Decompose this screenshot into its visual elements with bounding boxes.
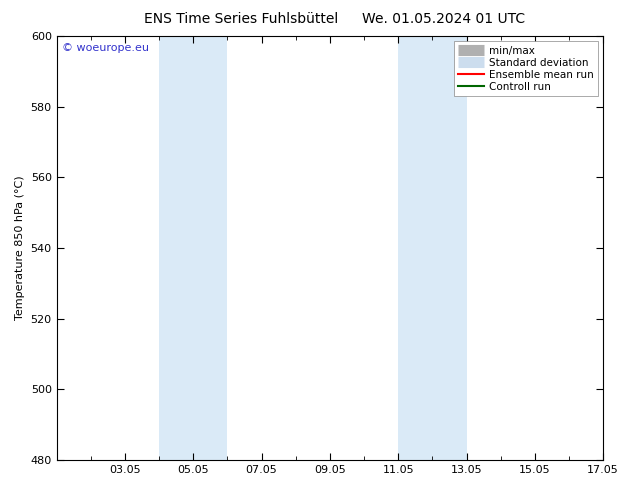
Y-axis label: Temperature 850 hPa (°C): Temperature 850 hPa (°C) bbox=[15, 176, 25, 320]
Bar bbox=[159, 36, 228, 460]
Text: We. 01.05.2024 01 UTC: We. 01.05.2024 01 UTC bbox=[362, 12, 526, 26]
Bar bbox=[398, 36, 467, 460]
Text: © woeurope.eu: © woeurope.eu bbox=[62, 43, 149, 52]
Text: ENS Time Series Fuhlsbüttel: ENS Time Series Fuhlsbüttel bbox=[144, 12, 338, 26]
Legend: min/max, Standard deviation, Ensemble mean run, Controll run: min/max, Standard deviation, Ensemble me… bbox=[453, 41, 598, 96]
